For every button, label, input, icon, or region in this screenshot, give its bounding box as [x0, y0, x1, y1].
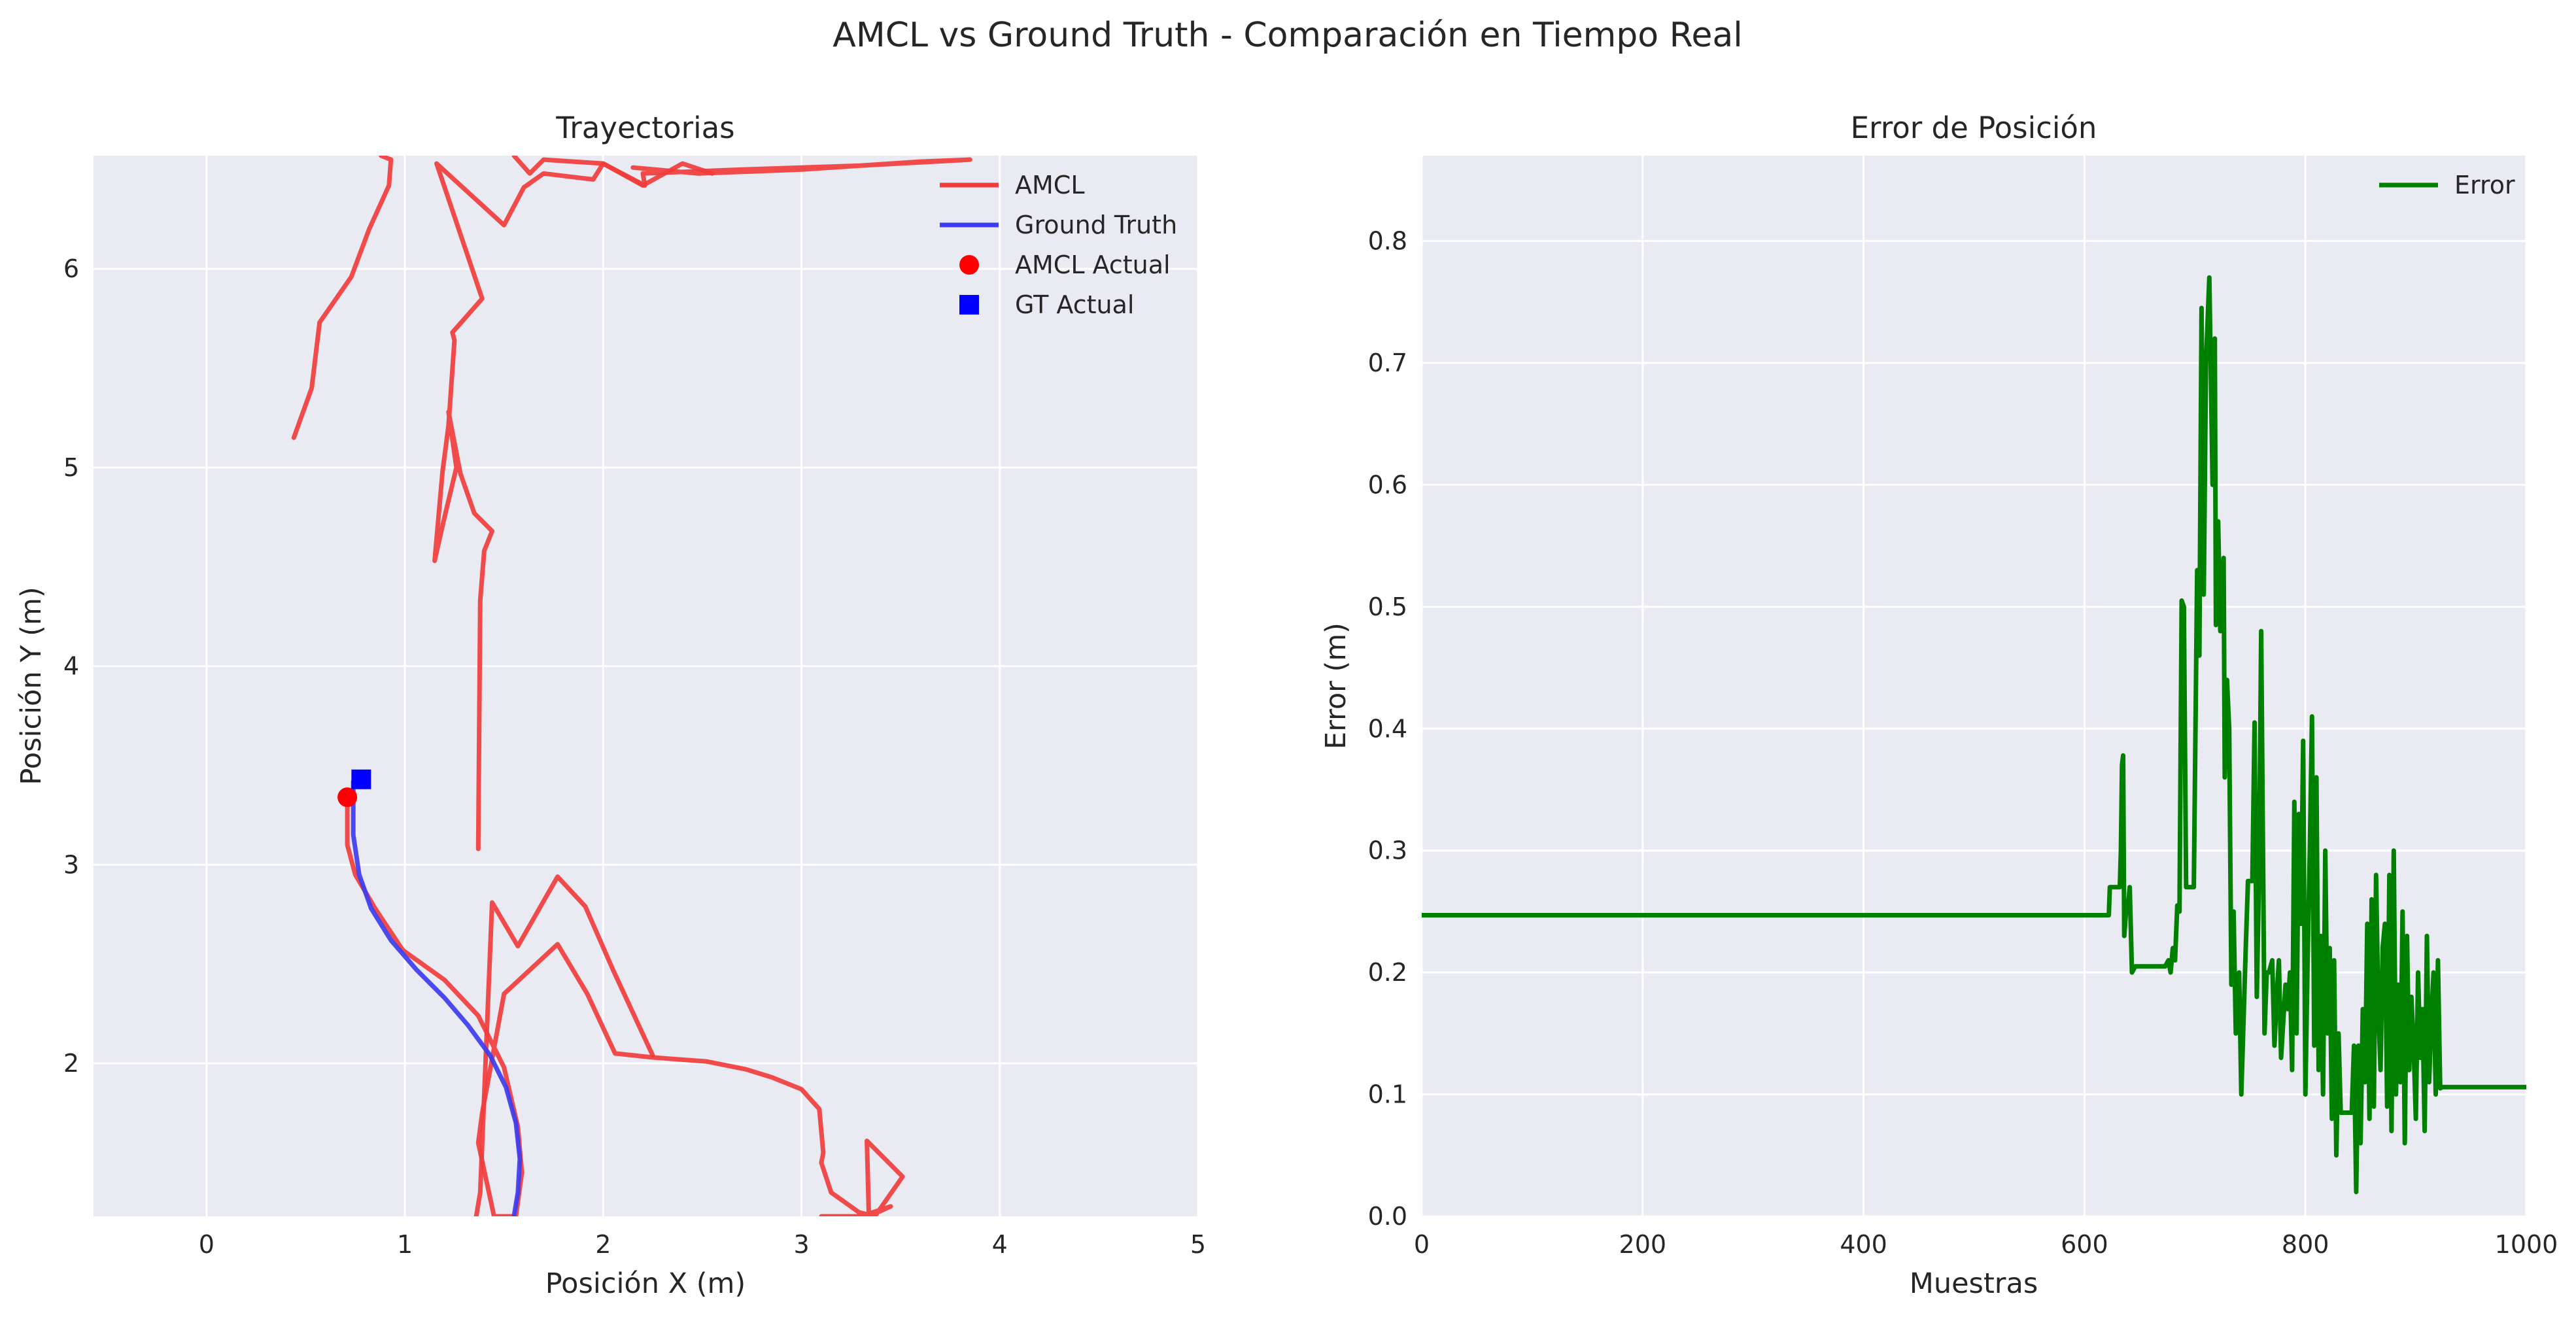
trajectories-legend-gt-actual-handle [959, 295, 979, 315]
trajectories-x-label: Posición X (m) [545, 1267, 746, 1300]
trajectories-ground-truth-line [351, 779, 523, 1216]
error-error-line [1422, 275, 2526, 1195]
trajectories-y-tick-label: 6 [63, 254, 79, 283]
error-legend: Error [2379, 171, 2515, 199]
error-x-tick-label: 200 [1619, 1230, 1667, 1259]
trajectories-axes: 0 1 2 3 4 5 2 3 4 5 6 Trayectorias Posición X (m)… [15, 111, 1206, 1300]
error-plot-area [1422, 156, 2526, 1216]
error-y-tick-label: 0.2 [1368, 958, 1407, 987]
trajectories-x-tick-label: 2 [595, 1230, 611, 1259]
trajectories-y-label: Posición Y (m) [15, 587, 48, 785]
error-y-tick-label: 0.8 [1368, 227, 1407, 256]
trajectories-x-tick-label: 3 [793, 1230, 809, 1259]
trajectories-x-tick-label: 1 [397, 1230, 413, 1259]
error-y-tick-label: 0.6 [1368, 470, 1407, 499]
error-x-tick-label: 1000 [2495, 1230, 2558, 1259]
trajectories-legend-amcl-actual-handle [959, 255, 979, 275]
error-y-tick-label: 0.3 [1368, 836, 1407, 865]
trajectories-x-ticks: 0 1 2 3 4 5 [199, 1230, 1206, 1259]
trajectories-x-tick-label: 0 [199, 1230, 215, 1259]
trajectories-legend-gt-actual-label: GT Actual [1015, 290, 1134, 319]
trajectories-y-tick-label: 3 [63, 850, 79, 879]
error-x-tick-label: 400 [1840, 1230, 1887, 1259]
trajectories-legend-amcl-label: AMCL [1015, 171, 1085, 199]
trajectories-legend-ground-truth-label: Ground Truth [1015, 211, 1177, 239]
error-y-tick-label: 0.0 [1368, 1202, 1407, 1231]
error-x-ticks: 0 200 400 600 800 1000 [1414, 1230, 2558, 1259]
trajectories-amcl-line [345, 795, 905, 1216]
trajectories-legend-amcl-actual-label: AMCL Actual [1015, 250, 1171, 279]
error-series-layer [1422, 275, 2526, 1195]
error-legend-error-label: Error [2454, 171, 2515, 199]
trajectories-y-tick-label: 5 [63, 453, 79, 482]
error-y-label: Error (m) [1320, 623, 1352, 749]
trajectories-y-tick-label: 4 [63, 652, 79, 681]
trajectories-segment-2-line [432, 161, 715, 851]
trajectories-gt-actual-marker [351, 769, 371, 789]
trajectories-grid [94, 156, 1199, 1216]
trajectories-amcl-actual-marker [337, 787, 358, 808]
trajectories-series-layer [291, 156, 972, 1216]
error-y-tick-label: 0.1 [1368, 1080, 1407, 1109]
error-y-tick-label: 0.5 [1368, 592, 1407, 621]
trajectories-title: Trayectorias [555, 111, 734, 145]
error-x-tick-label: 0 [1414, 1230, 1430, 1259]
error-grid [1420, 156, 2528, 1218]
trajectories-segment-4-line [291, 156, 394, 440]
figure-suptitle: AMCL vs Ground Truth - Comparación en Ti… [833, 16, 1742, 55]
error-x-label: Muestras [1910, 1267, 2038, 1300]
trajectories-legend: AMCL Ground Truth AMCL Actual GT Actual [940, 171, 1177, 319]
error-x-tick-label: 800 [2282, 1230, 2329, 1259]
error-y-tick-label: 0.4 [1368, 714, 1407, 743]
trajectories-y-tick-label: 2 [63, 1049, 79, 1078]
trajectories-x-tick-label: 5 [1190, 1230, 1206, 1259]
trajectories-y-ticks: 2 3 4 5 6 [63, 254, 79, 1078]
trajectories-segment-3-line [511, 156, 972, 188]
error-title: Error de Posición [1851, 111, 2097, 145]
error-y-tick-label: 0.7 [1368, 349, 1407, 377]
trajectories-x-tick-label: 4 [992, 1230, 1008, 1259]
trajectories-segment-1-line [473, 874, 655, 1216]
error-x-tick-label: 600 [2061, 1230, 2108, 1259]
error-y-ticks: 0.0 0.1 0.2 0.3 0.4 0.5 0.6 0.7 0.8 [1368, 227, 1407, 1231]
error-axes: 0 200 400 600 800 1000 0.00.10.20.30.40.50.60… [1320, 111, 2558, 1300]
